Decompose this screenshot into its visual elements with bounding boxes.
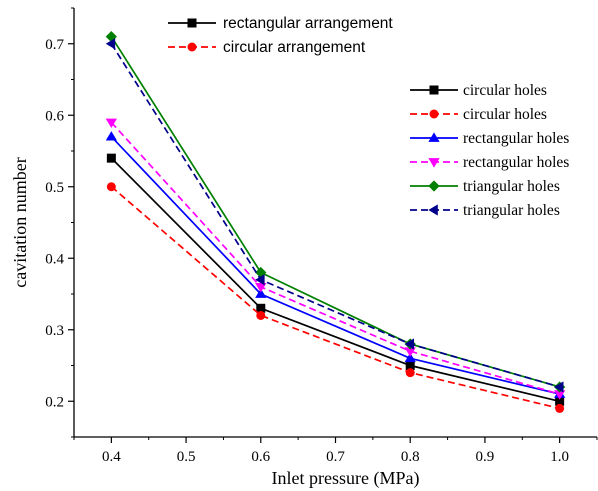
- legend-arrangement-marker: [187, 18, 197, 28]
- x-tick-label: 0.7: [326, 449, 345, 465]
- series-1-point: [405, 361, 415, 370]
- series-2-point: [405, 368, 415, 378]
- x-tick-label: 0.9: [476, 449, 495, 465]
- series-6-line: [110, 43, 560, 388]
- legend-holes-marker: [428, 132, 440, 142]
- legend-holes: circular holes circular holes rectangular …: [410, 82, 569, 219]
- legend-holes-label: circular holes: [463, 82, 547, 99]
- y-tick-label: 0.2: [45, 394, 64, 410]
- series-4-line: [110, 121, 560, 395]
- x-tick-label: 0.4: [102, 449, 121, 465]
- y-tick-label: 0.3: [45, 323, 64, 339]
- series-3-point: [255, 288, 267, 298]
- legend-arrangement-marker: [187, 42, 197, 52]
- series-4: [105, 118, 566, 400]
- series-1-point: [106, 153, 116, 163]
- y-tick-label: 0.7: [45, 37, 64, 53]
- series-3-line: [110, 136, 560, 395]
- legend-holes-label: triangular holes: [463, 178, 560, 195]
- x-tick-label: 1.0: [550, 449, 569, 465]
- series-2-point: [555, 403, 565, 413]
- x-axis-label: Inlet pressure (MPa): [272, 468, 420, 489]
- series-4-point: [255, 283, 267, 293]
- series-1-point: [256, 303, 266, 313]
- legend-holes-label: rectangular holes: [463, 130, 569, 147]
- x-tick-label: 0.5: [177, 449, 196, 465]
- series-3-point: [105, 131, 117, 141]
- series-6-point: [554, 381, 564, 393]
- series-2-line: [110, 186, 560, 410]
- legend-holes-label: circular holes: [463, 106, 547, 123]
- legends: rectangular arrangement circular arrangem…: [168, 15, 569, 219]
- series-4-point: [105, 118, 117, 129]
- axes: 0.4 0.5 0.6 0.7 0.8 0.9 1.0 0.2 0.3 0.4 0.5 0.6 0.7: [45, 7, 598, 465]
- legend-arrangement-label: rectangular arrangement: [223, 15, 393, 32]
- x-tick-label: 0.8: [401, 449, 420, 465]
- x-tick-label: 0.6: [251, 449, 270, 465]
- plot-area: [105, 30, 566, 413]
- series-6: [105, 38, 564, 393]
- series-4-point: [404, 347, 416, 357]
- legend-holes-marker: [428, 158, 440, 168]
- legend-holes-marker: [429, 85, 439, 95]
- series-6-point: [105, 38, 116, 50]
- series-2: [106, 182, 565, 413]
- series-1-point: [555, 396, 565, 406]
- y-tick-label: 0.5: [45, 180, 64, 196]
- series-2-point: [256, 310, 266, 320]
- legend-holes-marker: [428, 204, 438, 216]
- legend-holes-label: triangular holes: [463, 202, 560, 219]
- series-4-point: [554, 390, 566, 400]
- legend-holes-label: rectangular holes: [463, 154, 569, 171]
- legend-holes-marker: [429, 109, 439, 119]
- y-tick-label: 0.4: [45, 251, 64, 267]
- series-2-point: [106, 182, 116, 192]
- series-3: [105, 131, 566, 398]
- series-6-point: [404, 338, 415, 350]
- y-axis-label: cavitation number: [10, 157, 30, 287]
- series-3-point: [404, 352, 416, 363]
- series-1: [106, 153, 565, 406]
- legend-arrangement: rectangular arrangement circular arrangem…: [168, 15, 393, 56]
- series-1-line: [110, 157, 560, 403]
- legend-arrangement-label: circular arrangement: [223, 39, 366, 56]
- series-6-point: [255, 274, 265, 286]
- y-tick-label: 0.6: [45, 108, 64, 124]
- legend-holes-marker: [428, 180, 440, 192]
